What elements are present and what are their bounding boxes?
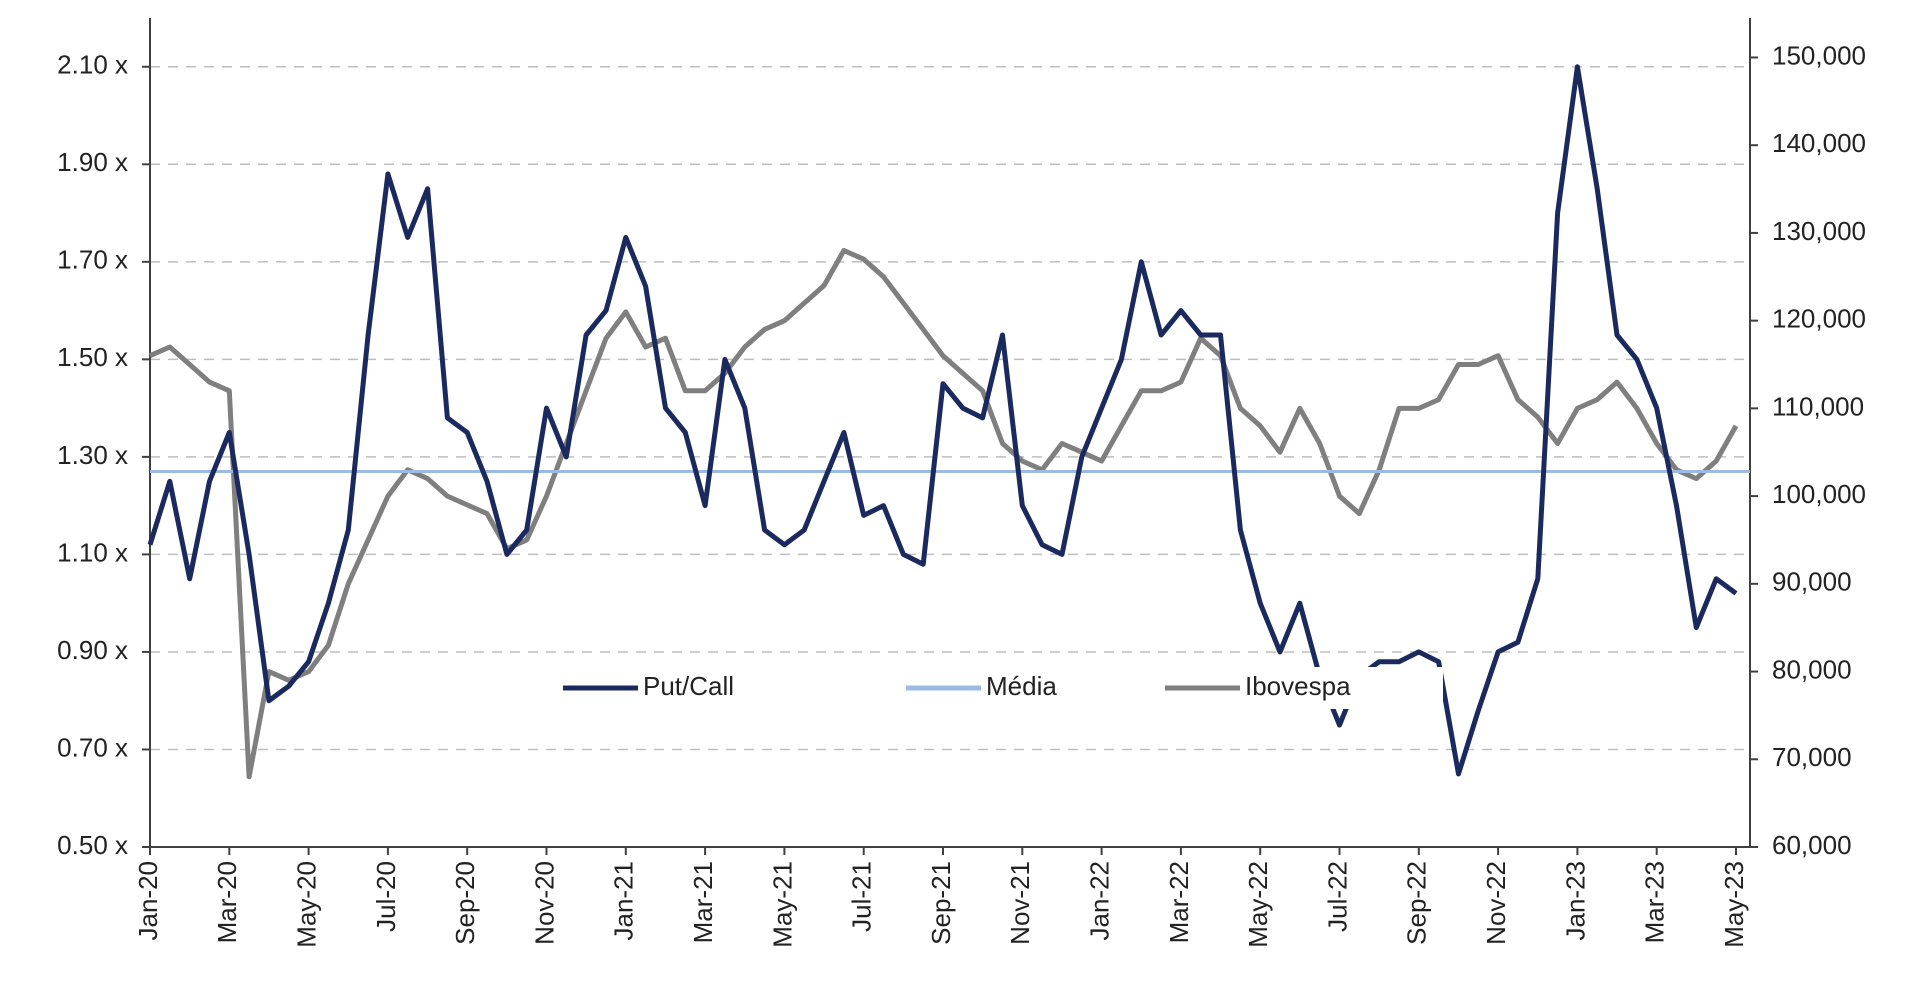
y2-tick-label: 100,000	[1772, 479, 1866, 509]
y-tick-label: 1.70 x	[57, 245, 128, 275]
y-tick-label: 1.90 x	[57, 147, 128, 177]
x-tick-label: Jan-20	[133, 861, 163, 941]
y2-tick-label: 120,000	[1772, 304, 1866, 334]
x-tick-label: Mar-20	[212, 861, 242, 943]
y-tick-label: 0.90 x	[57, 635, 128, 665]
x-tick-label: Sep-20	[450, 861, 480, 945]
y2-tick-label: 110,000	[1772, 391, 1864, 421]
x-tick-label: Mar-23	[1640, 861, 1670, 943]
x-tick-label: Nov-20	[529, 861, 559, 945]
y-tick-label: 1.50 x	[57, 342, 128, 372]
y2-tick-label: 80,000	[1772, 654, 1852, 684]
x-tick-label: May-23	[1719, 861, 1749, 948]
x-tick-label: Jul-22	[1322, 861, 1352, 932]
x-tick-label: Jan-21	[609, 861, 639, 941]
x-tick-label: Sep-22	[1402, 861, 1432, 945]
y-tick-label: 2.10 x	[57, 50, 128, 80]
y2-tick-label: 130,000	[1772, 216, 1866, 246]
legend-label: Put/Call	[643, 671, 734, 701]
legend-label: Média	[986, 671, 1057, 701]
x-tick-label: Nov-21	[1005, 861, 1035, 945]
x-tick-label: May-21	[767, 861, 797, 948]
series-line	[147, 64, 1738, 777]
x-tick-label: Jan-23	[1560, 861, 1590, 941]
x-tick-label: May-20	[291, 861, 321, 948]
x-tick-label: Mar-22	[1164, 861, 1194, 943]
y-tick-label: 1.10 x	[57, 537, 128, 567]
x-tick-label: Mar-21	[688, 861, 718, 943]
legend-box	[553, 667, 1443, 709]
legend-label: Ibovespa	[1245, 671, 1351, 701]
x-tick-label: Nov-22	[1481, 861, 1511, 945]
x-tick-label: May-22	[1243, 861, 1273, 948]
y2-tick-label: 60,000	[1772, 830, 1852, 860]
y-tick-label: 0.50 x	[57, 830, 128, 860]
y-tick-label: 0.70 x	[57, 732, 128, 762]
y-tick-label: 1.30 x	[57, 440, 128, 470]
y2-tick-label: 140,000	[1772, 128, 1866, 158]
y2-tick-label: 70,000	[1772, 742, 1852, 772]
x-tick-label: Jul-20	[371, 861, 401, 932]
y2-tick-label: 90,000	[1772, 567, 1852, 597]
x-tick-label: Sep-21	[926, 861, 956, 945]
x-tick-label: Jul-21	[847, 861, 877, 932]
y2-tick-label: 150,000	[1772, 40, 1866, 70]
x-tick-label: Jan-22	[1084, 861, 1114, 941]
